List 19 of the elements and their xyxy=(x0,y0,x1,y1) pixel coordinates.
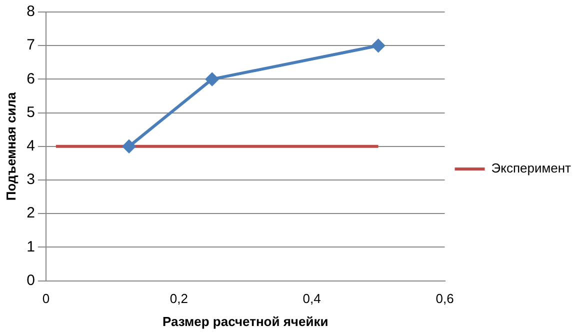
y-tick-label: 8 xyxy=(26,3,35,20)
y-axis-title: Подъемная сила xyxy=(3,91,18,201)
x-tick-label: 0 xyxy=(42,291,50,306)
y-tick-label: 6 xyxy=(26,70,35,88)
point xyxy=(122,140,136,153)
point xyxy=(372,39,385,52)
legend-label: Эксперимент xyxy=(491,160,572,176)
x-tick-label: 0,4 xyxy=(302,291,321,306)
y-tick-label: 7 xyxy=(26,36,35,54)
y-tick-label: 1 xyxy=(26,238,35,256)
y-tick-label: 2 xyxy=(26,204,35,222)
x-tick-label: 0,6 xyxy=(436,291,454,306)
y-tick-label: 0 xyxy=(26,272,35,289)
y-tick-label: 4 xyxy=(26,138,35,155)
x-axis-title: Размер расчетной ячейки xyxy=(162,314,328,329)
point xyxy=(206,72,219,86)
x-tick-label: 0,2 xyxy=(170,291,188,306)
y-tick-label: 5 xyxy=(26,104,35,121)
y-tick-label: 3 xyxy=(26,171,35,188)
